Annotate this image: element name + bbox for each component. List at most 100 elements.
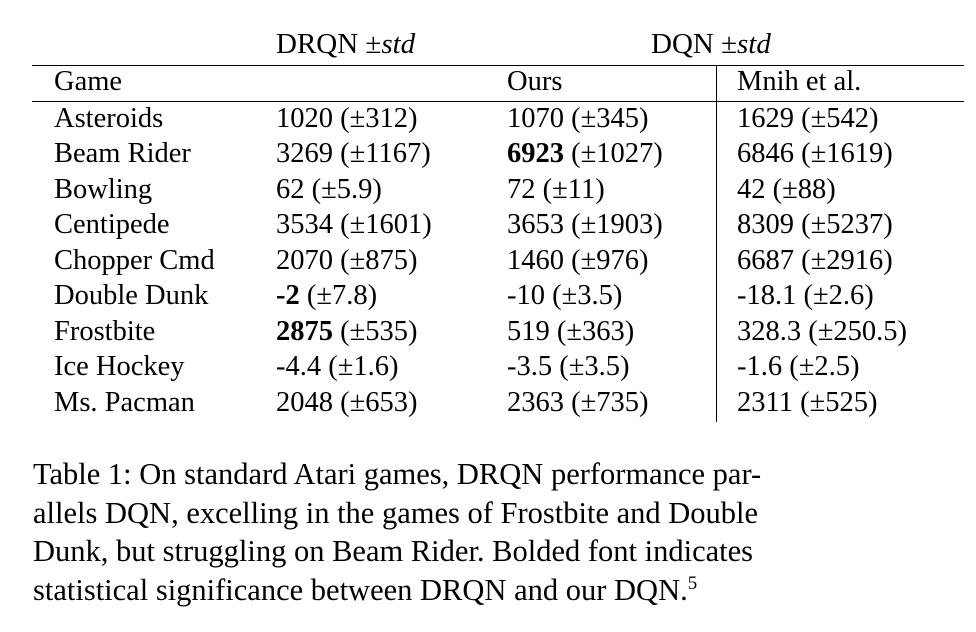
column-header-row: Game Ours Mnih et al. xyxy=(0,64,976,100)
mnih-cell: 8309 (±5237) xyxy=(737,207,893,243)
ours-std: (±3.5) xyxy=(552,280,623,311)
drqn-std: (±1.6) xyxy=(328,351,399,382)
mnih-value: 42 xyxy=(737,173,766,205)
mnih-std: (±2.6) xyxy=(803,280,874,311)
ours-cell: 1070 (±345) xyxy=(507,101,649,137)
ours-std: (±976) xyxy=(571,244,649,276)
drqn-value: 3534 xyxy=(276,209,333,240)
mnih-cell: 1629 (±542) xyxy=(737,101,879,137)
ours-std: (±1027) xyxy=(571,138,663,169)
ours-cell: -3.5 (±3.5) xyxy=(507,349,630,385)
mnih-value: -18.1 xyxy=(737,280,797,311)
mnih-std: (±2.5) xyxy=(789,351,860,382)
ours-value: 1070 xyxy=(507,102,564,134)
drqn-std: (±7.8) xyxy=(306,280,378,311)
table-header-rule xyxy=(32,101,964,102)
ours-value: 3653 xyxy=(507,209,564,240)
ours-cell: 2363 (±735) xyxy=(507,385,649,421)
drqn-value: 62 xyxy=(276,173,305,205)
caption-line: Table 1: On standard Atari games, DRQN p… xyxy=(33,457,762,491)
ours-cell: 1460 (±976) xyxy=(507,243,649,279)
game-name: Ice Hockey xyxy=(54,351,185,382)
drqn-std: (±875) xyxy=(340,244,418,276)
ours-std: (±11) xyxy=(542,173,605,205)
dqn-group-header: DQN ±std xyxy=(651,26,771,62)
drqn-cell: 1020 (±312) xyxy=(276,101,418,137)
drqn-std: (±312) xyxy=(340,102,418,134)
drqn-std-label: std xyxy=(381,28,416,60)
drqn-value: 2048 xyxy=(276,386,333,418)
drqn-group-header: DRQN ±std xyxy=(276,26,415,62)
table-row: Bowling 62 (±5.9) 72 (±11) 42 (±88) xyxy=(0,172,976,208)
caption-line: statistical significance between DRQN an… xyxy=(33,572,688,607)
header-game: Game xyxy=(54,66,123,97)
mnih-std: (±1619) xyxy=(801,138,893,169)
ours-value: -3.5 xyxy=(507,351,553,382)
drqn-pm-symbol: ± xyxy=(365,28,382,60)
caption-line: Dunk, but struggling on Beam Rider. Bold… xyxy=(33,534,754,568)
ours-cell: -10 (±3.5) xyxy=(507,278,622,314)
drqn-value-bold: -2 xyxy=(276,280,300,311)
mnih-cell: -18.1 (±2.6) xyxy=(737,278,874,314)
game-name: Ms. Pacman xyxy=(54,386,195,418)
ours-cell: 519 (±363) xyxy=(507,314,634,350)
drqn-value: 1020 xyxy=(276,102,333,134)
column-divider xyxy=(716,66,717,422)
drqn-std: (±5.9) xyxy=(311,173,382,205)
table-row: Ice Hockey -4.4 (±1.6) -3.5 (±3.5) -1.6 … xyxy=(0,349,976,385)
mnih-value: 6846 xyxy=(737,138,794,169)
ours-cell: 6923 (±1027) xyxy=(507,136,663,172)
ours-std: (±363) xyxy=(556,315,635,347)
game-name: Centipede xyxy=(54,209,170,240)
drqn-cell: 3534 (±1601) xyxy=(276,207,432,243)
table-caption: Table 1: On standard Atari games, DRQN p… xyxy=(33,455,945,609)
drqn-value: -4.4 xyxy=(276,351,322,382)
table-row: Frostbite 2875 (±535) 519 (±363) 328.3 (… xyxy=(0,314,976,350)
game-name: Beam Rider xyxy=(54,138,191,169)
mnih-std: (±2916) xyxy=(801,244,893,276)
ours-cell: 3653 (±1903) xyxy=(507,207,663,243)
table-row: Chopper Cmd 2070 (±875) 1460 (±976) 6687… xyxy=(0,243,976,279)
mnih-cell: 6687 (±2916) xyxy=(737,243,893,279)
dqn-std-label: std xyxy=(737,28,771,60)
dqn-pm-symbol: ± xyxy=(721,28,738,60)
table-row: Centipede 3534 (±1601) 3653 (±1903) 8309… xyxy=(0,207,976,243)
mnih-value: 6687 xyxy=(737,244,794,276)
mnih-std: (±88) xyxy=(772,173,836,205)
table-row: Beam Rider 3269 (±1167) 6923 (±1027) 684… xyxy=(0,136,976,172)
ours-value: 519 xyxy=(507,315,550,347)
game-name: Asteroids xyxy=(54,102,164,134)
mnih-std: (±542) xyxy=(801,102,879,134)
mnih-cell: -1.6 (±2.5) xyxy=(737,349,860,385)
mnih-value: 328.3 xyxy=(737,315,802,347)
ours-std: (±1903) xyxy=(571,209,663,240)
drqn-cell: -4.4 (±1.6) xyxy=(276,349,399,385)
mnih-value: -1.6 xyxy=(737,351,783,382)
header-ours: Ours xyxy=(507,66,563,97)
drqn-group-label: DRQN xyxy=(276,28,359,60)
caption-line: allels DQN, excelling in the games of Fr… xyxy=(33,495,759,530)
mnih-cell: 2311 (±525) xyxy=(737,385,877,421)
drqn-cell: 2070 (±875) xyxy=(276,243,418,279)
header-mnih: Mnih et al. xyxy=(737,66,862,97)
ours-value: -10 xyxy=(507,280,545,311)
ours-std: (±345) xyxy=(571,102,649,134)
drqn-value: 2070 xyxy=(276,244,333,276)
drqn-std: (±1167) xyxy=(340,138,431,169)
ours-std: (±3.5) xyxy=(559,351,630,382)
drqn-cell: 3269 (±1167) xyxy=(276,136,431,172)
drqn-std: (±653) xyxy=(340,386,418,418)
drqn-cell: 2048 (±653) xyxy=(276,385,418,421)
mnih-std: (±250.5) xyxy=(808,315,907,347)
ours-value: 1460 xyxy=(507,244,564,276)
drqn-value: 3269 xyxy=(276,138,333,169)
mnih-cell: 328.3 (±250.5) xyxy=(737,314,907,350)
ours-value-bold: 6923 xyxy=(507,138,564,169)
game-name: Frostbite xyxy=(54,315,156,347)
drqn-value-bold: 2875 xyxy=(276,315,333,347)
drqn-cell: 2875 (±535) xyxy=(276,314,418,350)
drqn-cell: -2 (±7.8) xyxy=(276,278,377,314)
drqn-cell: 62 (±5.9) xyxy=(276,172,382,208)
mnih-value: 8309 xyxy=(737,209,794,240)
